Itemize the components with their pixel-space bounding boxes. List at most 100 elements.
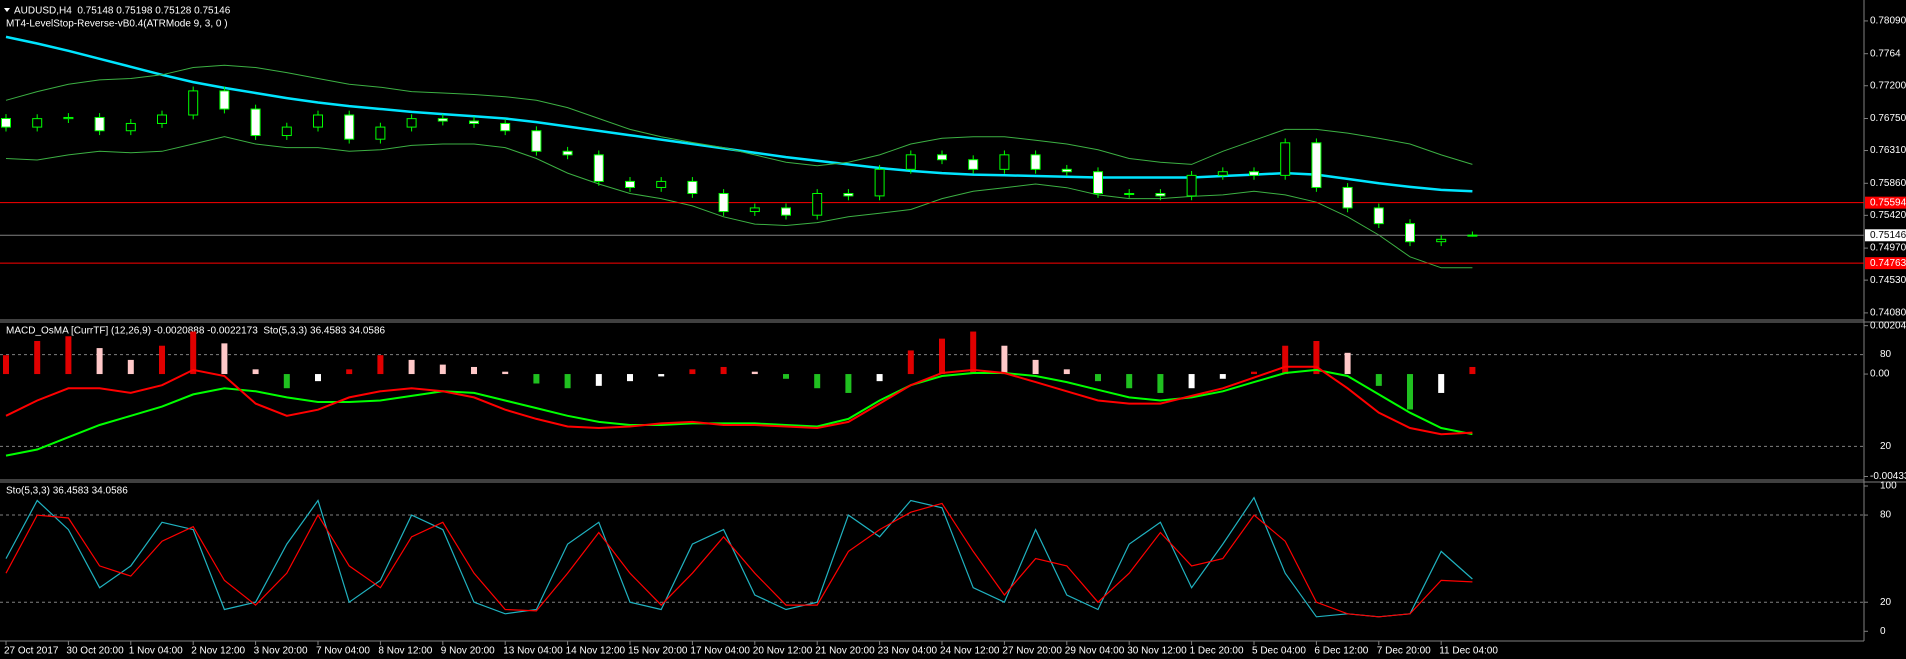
indicator-line (5, 35, 1473, 193)
x-tick-label: 7 Dec 20:00 (1377, 646, 1431, 657)
x-tick-label: 20 Nov 12:00 (753, 646, 813, 657)
histogram-bar (564, 374, 571, 389)
level-label: 0.75594 (1870, 197, 1906, 208)
histogram-bar (159, 345, 165, 375)
stochastic-title: Sto(5,3,3) 36.4583 34.0586 (6, 486, 128, 497)
candle-body (656, 180, 667, 188)
candle-body (125, 122, 136, 132)
candle-body (32, 118, 43, 128)
y-tick-label: 0.76750 (1870, 113, 1906, 124)
indicator-line (5, 496, 1473, 618)
x-tick-label: 17 Nov 04:00 (690, 646, 750, 657)
x-tick-label: 30 Nov 12:00 (1127, 646, 1187, 657)
candle-body (1249, 171, 1259, 176)
level-label-box (1865, 196, 1906, 209)
x-tick-label: 1 Nov 04:00 (129, 646, 183, 657)
y-tick-label: 0.002049 (1870, 320, 1906, 331)
candle-body (593, 154, 604, 182)
x-tick-label: 15 Nov 20:00 (628, 646, 688, 657)
histogram-bar (252, 369, 259, 375)
x-tick-label: 7 Nov 04:00 (316, 646, 370, 657)
histogram-bar (346, 369, 353, 375)
candle-body (313, 114, 323, 128)
candle-body (1405, 223, 1415, 243)
candle-body (1, 117, 11, 128)
histogram-bar (783, 374, 789, 379)
y-tick-label: 20 (1880, 597, 1892, 608)
indicator-line (5, 136, 1473, 269)
y-tick-label: 0.74530 (1870, 275, 1906, 286)
histogram-bar (221, 343, 228, 375)
histogram-bar (190, 331, 197, 375)
x-tick-label: 27 Nov 20:00 (1002, 646, 1062, 657)
x-tick-label: 24 Nov 12:00 (940, 646, 1000, 657)
y-tick-label: -0.004339 (1870, 471, 1906, 482)
candle-body (375, 126, 386, 140)
histogram-bar (1438, 374, 1445, 393)
candle-body (157, 114, 167, 124)
last-price-box (1865, 229, 1906, 242)
x-tick-label: 14 Nov 12:00 (566, 646, 626, 657)
candle-body (843, 192, 854, 197)
histogram-bar (533, 374, 540, 384)
candle-body (63, 116, 74, 120)
y-tick-label: 0.76310 (1870, 145, 1906, 156)
histogram-bar (1063, 369, 1070, 375)
candle-body (562, 150, 573, 156)
y-tick-label: 0.78090 (1870, 16, 1906, 27)
histogram-bar (377, 355, 384, 375)
histogram-bar (65, 336, 72, 375)
candle-body (1093, 171, 1103, 194)
y-tick-label: 0.74970 (1870, 243, 1906, 254)
candle-body (1373, 207, 1384, 225)
histogram-bar (471, 366, 477, 375)
symbol-arrow (4, 8, 10, 12)
histogram-bar (96, 348, 103, 375)
histogram-bar (689, 369, 696, 375)
candle-body (874, 168, 885, 197)
x-tick-label: 21 Nov 20:00 (815, 646, 875, 657)
indicator-title: MT4-LevelStop-Reverse-vB0.4(ATRMode 9, 3… (6, 19, 228, 30)
histogram-bar (814, 374, 821, 389)
histogram-bar (1407, 374, 1413, 410)
histogram-bar (439, 364, 446, 375)
candle-body (500, 122, 511, 132)
candle-body (1217, 171, 1228, 176)
level-label-box (1865, 257, 1906, 270)
histogram-bar (627, 374, 633, 382)
indicator-line (5, 368, 1473, 457)
candle-body (469, 120, 479, 124)
indicator-line (5, 502, 1473, 618)
y-tick-label: 0.75860 (1870, 178, 1906, 189)
candle-body (968, 159, 979, 170)
histogram-bar (939, 338, 945, 375)
x-tick-label: 3 Nov 20:00 (254, 646, 308, 657)
histogram-bar (283, 374, 290, 389)
histogram-bar (315, 374, 321, 382)
histogram-bar (1032, 359, 1039, 375)
x-tick-label: 29 Nov 04:00 (1065, 646, 1125, 657)
x-tick-label: 23 Nov 04:00 (878, 646, 938, 657)
histogram-bar (1344, 352, 1351, 375)
candle-body (1280, 142, 1291, 176)
candle-body (437, 118, 448, 122)
x-tick-label: 5 Dec 04:00 (1252, 646, 1306, 657)
histogram-bar (970, 331, 977, 375)
candle-body (344, 114, 355, 140)
indicator-line (5, 365, 1473, 436)
histogram-bar (658, 374, 665, 377)
candle-body (188, 90, 199, 116)
candle-body (905, 154, 916, 170)
y2-tick-label: 80 (1880, 349, 1892, 360)
x-tick-label: 13 Nov 04:00 (503, 646, 563, 657)
indicator-line (5, 64, 1473, 167)
candle-body (406, 118, 417, 128)
candle-body (999, 154, 1010, 170)
histogram-bar (1157, 374, 1164, 393)
candle-body (1436, 238, 1447, 243)
candle-body (812, 192, 823, 216)
histogram-bar (845, 374, 852, 393)
candle-body (625, 180, 635, 188)
